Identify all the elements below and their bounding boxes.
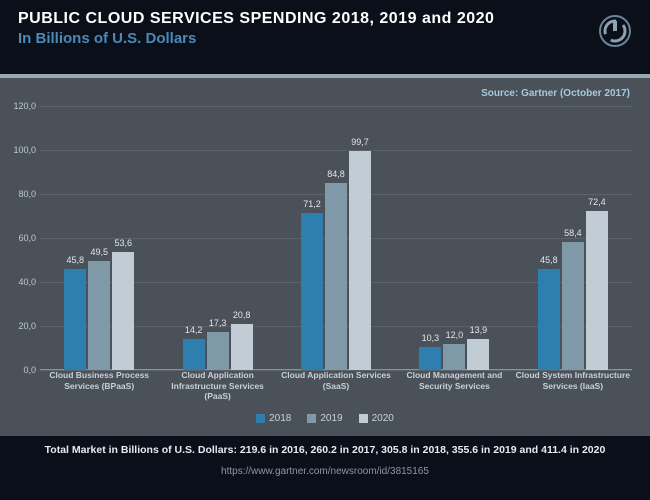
- bar-groups: 45,849,553,614,217,320,871,284,899,710,3…: [40, 106, 632, 370]
- y-tick-label: 80,0: [10, 189, 36, 199]
- y-tick-label: 40,0: [10, 277, 36, 287]
- bar: 13,9: [467, 339, 489, 370]
- legend-item: 2020: [359, 413, 394, 424]
- bar-value-label: 20,8: [233, 310, 251, 320]
- header: PUBLIC CLOUD SERVICES SPENDING 2018, 201…: [0, 0, 650, 74]
- bar: 58,4: [562, 242, 584, 370]
- bar: 10,3: [419, 347, 441, 370]
- legend-item: 2019: [307, 413, 342, 424]
- category-label: Cloud System Infrastructure Services (Ia…: [514, 370, 632, 402]
- plot-area: 0,020,040,060,080,0100,0120,0 45,849,553…: [40, 106, 632, 370]
- footer-url: https://www.gartner.com/newsroom/id/3815…: [14, 466, 636, 477]
- bar-value-label: 53,6: [114, 238, 132, 248]
- bar-value-label: 99,7: [351, 137, 369, 147]
- legend-item: 2018: [256, 413, 291, 424]
- bar-value-label: 49,5: [90, 247, 108, 257]
- bar: 72,4: [586, 211, 608, 370]
- bar: 45,8: [538, 269, 560, 370]
- y-tick-label: 60,0: [10, 233, 36, 243]
- bar-value-label: 45,8: [540, 255, 558, 265]
- legend-swatch: [359, 414, 368, 423]
- category-label: Cloud Business Process Services (BPaaS): [40, 370, 158, 402]
- bar-value-label: 12,0: [446, 330, 464, 340]
- bar-value-label: 13,9: [470, 325, 488, 335]
- brand-logo-icon: [598, 14, 632, 53]
- page-title: PUBLIC CLOUD SERVICES SPENDING 2018, 201…: [18, 10, 632, 28]
- bar-group: 10,312,013,9: [395, 106, 513, 370]
- bar: 17,3: [207, 332, 229, 370]
- source-label: Source: Gartner (October 2017): [481, 88, 630, 99]
- bar: 20,8: [231, 324, 253, 370]
- bar-value-label: 71,2: [303, 199, 321, 209]
- y-tick-label: 120,0: [10, 101, 36, 111]
- footer: Total Market in Billions of U.S. Dollars…: [0, 436, 650, 500]
- bar: 49,5: [88, 261, 110, 370]
- legend: 2018 2019 2020: [0, 413, 650, 424]
- legend-swatch: [256, 414, 265, 423]
- bar: 84,8: [325, 183, 347, 370]
- legend-label: 2020: [372, 413, 394, 424]
- chart-area: Source: Gartner (October 2017) 0,020,040…: [0, 78, 650, 436]
- bar-value-label: 72,4: [588, 197, 606, 207]
- footer-summary: Total Market in Billions of U.S. Dollars…: [14, 444, 636, 456]
- bar: 12,0: [443, 344, 465, 370]
- bar-value-label: 17,3: [209, 318, 227, 328]
- bar-group: 71,284,899,7: [277, 106, 395, 370]
- y-tick-label: 0,0: [10, 365, 36, 375]
- bar-group: 14,217,320,8: [158, 106, 276, 370]
- category-label: Cloud Application Services (SaaS): [277, 370, 395, 402]
- category-labels: Cloud Business Process Services (BPaaS)C…: [40, 370, 632, 402]
- category-label: Cloud Application Infrastructure Service…: [158, 370, 276, 402]
- y-tick-label: 20,0: [10, 321, 36, 331]
- bar-group: 45,849,553,6: [40, 106, 158, 370]
- legend-label: 2019: [320, 413, 342, 424]
- bar-value-label: 58,4: [564, 228, 582, 238]
- bar-value-label: 14,2: [185, 325, 203, 335]
- bar: 45,8: [64, 269, 86, 370]
- category-label: Cloud Management and Security Services: [395, 370, 513, 402]
- bar: 99,7: [349, 151, 371, 370]
- bar-group: 45,858,472,4: [514, 106, 632, 370]
- bar-value-label: 45,8: [66, 255, 84, 265]
- page-subtitle: In Billions of U.S. Dollars: [18, 30, 632, 47]
- bar-value-label: 84,8: [327, 169, 345, 179]
- bar: 14,2: [183, 339, 205, 370]
- bar-value-label: 10,3: [422, 333, 440, 343]
- legend-label: 2018: [269, 413, 291, 424]
- bar: 71,2: [301, 213, 323, 370]
- legend-swatch: [307, 414, 316, 423]
- y-tick-label: 100,0: [10, 145, 36, 155]
- bar: 53,6: [112, 252, 134, 370]
